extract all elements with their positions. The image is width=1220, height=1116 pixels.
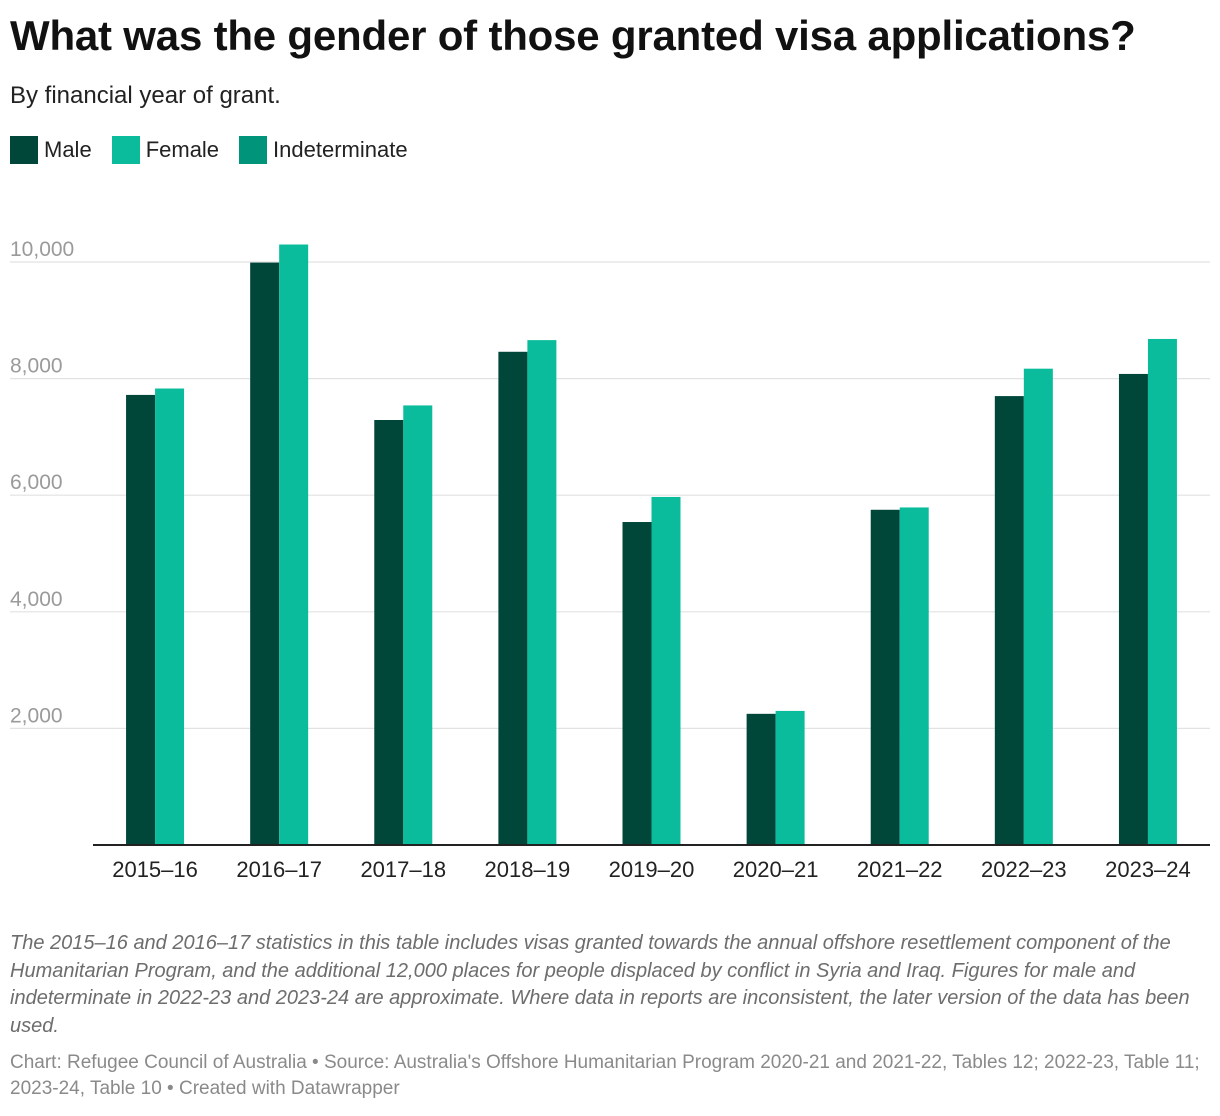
bar-female-2015–16 — [155, 388, 185, 845]
y-axis-tick-labels: 2,000 4,000 6,000 8,000 10,000 — [10, 238, 74, 727]
y-tick-label: 6,000 — [10, 471, 63, 494]
bar-female-2020–21 — [775, 710, 805, 845]
legend-label-indeterminate: Indeterminate — [273, 137, 408, 162]
x-tick-label: 2018–19 — [485, 857, 571, 882]
bar-male-2022–23 — [994, 396, 1024, 845]
bar-male-2015–16 — [126, 394, 156, 845]
bar-male-2017–18 — [374, 419, 404, 845]
x-tick-label: 2016–17 — [236, 857, 322, 882]
chart-notes: The 2015–16 and 2016–17 statistics in th… — [10, 932, 1190, 1037]
bar-male-2021–22 — [870, 509, 900, 845]
legend-label-male: Male — [44, 137, 92, 162]
bar-female-2017–18 — [403, 405, 433, 845]
legend-item-male: Male — [10, 136, 92, 164]
y-tick-label: 2,000 — [10, 704, 63, 727]
bar-male-2020–21 — [746, 713, 776, 845]
legend-swatch-indeterminate — [239, 136, 268, 164]
y-tick-label: 4,000 — [10, 588, 63, 611]
legend: Male Female Indeterminate — [10, 136, 428, 164]
bar-male-2023–24 — [1118, 373, 1148, 845]
y-tick-label: 8,000 — [10, 355, 63, 378]
bar-male-2018–19 — [498, 351, 528, 845]
bar-female-2021–22 — [899, 507, 929, 845]
x-tick-label: 2022–23 — [981, 857, 1067, 882]
bar-chart: 2,000 4,000 6,000 8,000 10,000 2015–16 2016–1… — [10, 238, 1210, 882]
legend-item-indeterminate: Indeterminate — [239, 136, 408, 164]
x-tick-label: 2020–21 — [733, 857, 819, 882]
chart-title: What was the gender of those granted vis… — [10, 12, 1136, 59]
x-tick-label: 2017–18 — [360, 857, 446, 882]
x-tick-label: 2021–22 — [857, 857, 943, 882]
bar-female-2018–19 — [527, 340, 557, 845]
y-tick-label: 10,000 — [10, 238, 74, 261]
bar-female-2019–20 — [651, 496, 681, 845]
x-tick-label: 2019–20 — [609, 857, 695, 882]
bars — [126, 244, 1177, 845]
bar-male-2016–17 — [250, 262, 280, 845]
chart-subtitle: By financial year of grant. — [10, 82, 281, 109]
legend-swatch-male — [10, 136, 38, 164]
x-tick-label: 2023–24 — [1105, 857, 1191, 882]
chart-credit: Chart: Refugee Council of Australia • So… — [10, 1052, 1200, 1099]
bar-female-2023–24 — [1147, 338, 1177, 845]
legend-item-female: Female — [111, 136, 220, 164]
legend-swatch-female — [111, 136, 140, 164]
legend-label-female: Female — [145, 137, 220, 162]
bar-female-2016–17 — [279, 244, 309, 845]
bar-male-2019–20 — [622, 522, 652, 845]
x-tick-label: 2015–16 — [112, 857, 198, 882]
bar-female-2022–23 — [1023, 368, 1053, 845]
x-axis-tick-labels: 2015–16 2016–17 2017–18 2018–19 2019–20 2020–… — [112, 857, 1191, 882]
